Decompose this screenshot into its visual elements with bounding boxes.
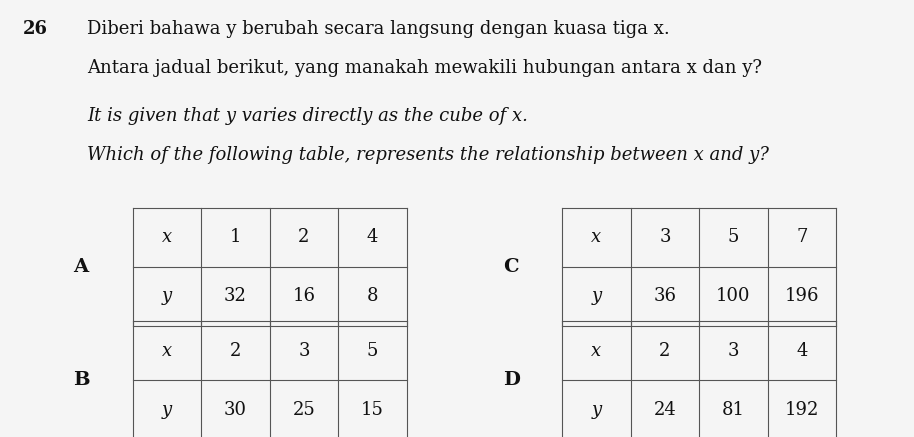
- Text: A: A: [73, 257, 89, 276]
- Text: 3: 3: [298, 342, 310, 360]
- Text: y: y: [162, 287, 172, 305]
- Text: x: x: [162, 228, 172, 246]
- Text: 16: 16: [292, 287, 315, 305]
- Text: Diberi bahawa y berubah secara langsung dengan kuasa tiga x.: Diberi bahawa y berubah secara langsung …: [87, 20, 670, 38]
- Text: It is given that y varies directly as the cube of x.: It is given that y varies directly as th…: [87, 107, 527, 125]
- Text: 30: 30: [224, 401, 247, 419]
- Text: C: C: [503, 257, 518, 276]
- Text: 2: 2: [229, 342, 241, 360]
- Text: 7: 7: [796, 228, 808, 246]
- Text: 4: 4: [796, 342, 808, 360]
- Text: 4: 4: [367, 228, 378, 246]
- Text: D: D: [503, 371, 520, 389]
- Text: 192: 192: [785, 401, 819, 419]
- Text: 5: 5: [728, 228, 739, 246]
- Text: 2: 2: [659, 342, 671, 360]
- Text: 100: 100: [717, 287, 750, 305]
- Text: Which of the following table, represents the relationship between x and y?: Which of the following table, represents…: [87, 146, 769, 164]
- Text: 25: 25: [292, 401, 315, 419]
- Text: 32: 32: [224, 287, 247, 305]
- Text: y: y: [162, 401, 172, 419]
- Text: B: B: [73, 371, 90, 389]
- Text: x: x: [591, 342, 601, 360]
- Text: 24: 24: [654, 401, 676, 419]
- Text: x: x: [162, 342, 172, 360]
- Text: 26: 26: [23, 20, 48, 38]
- Text: y: y: [591, 401, 601, 419]
- Text: 196: 196: [785, 287, 819, 305]
- Text: x: x: [591, 228, 601, 246]
- Text: y: y: [591, 287, 601, 305]
- Text: 3: 3: [728, 342, 739, 360]
- Text: 1: 1: [229, 228, 241, 246]
- Text: 3: 3: [659, 228, 671, 246]
- Text: 36: 36: [654, 287, 676, 305]
- Text: 81: 81: [722, 401, 745, 419]
- Text: 2: 2: [298, 228, 310, 246]
- Text: Antara jadual berikut, yang manakah mewakili hubungan antara x dan y?: Antara jadual berikut, yang manakah mewa…: [87, 59, 762, 77]
- Text: 5: 5: [367, 342, 378, 360]
- Text: 15: 15: [361, 401, 384, 419]
- Text: 8: 8: [367, 287, 378, 305]
